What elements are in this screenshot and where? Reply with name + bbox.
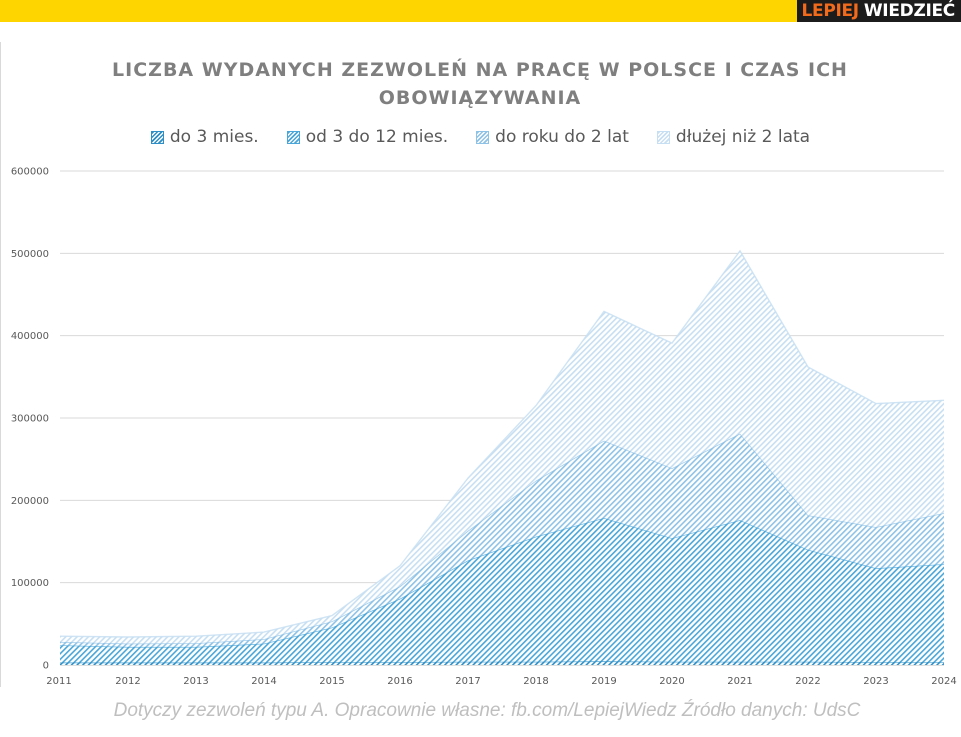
y-tick-label: 100000 (11, 578, 49, 589)
legend-item-2: do roku do 2 lat (476, 127, 629, 147)
legend-swatch-2 (476, 130, 490, 144)
x-tick-label: 2020 (659, 676, 684, 687)
y-tick-label: 0 (43, 661, 49, 672)
area-series-3 (60, 250, 944, 644)
legend-item-1: od 3 do 12 mies. (286, 127, 449, 147)
legend-swatch-3 (656, 130, 670, 144)
legend-label-1: od 3 do 12 mies. (305, 127, 449, 147)
legend-item-3: dłużej niż 2 lata (656, 127, 811, 147)
x-tick-label: 2011 (46, 676, 71, 687)
y-tick-label: 200000 (11, 496, 49, 507)
area-series (59, 249, 945, 665)
x-tick-label: 2014 (251, 676, 276, 687)
y-tick-label: 500000 (11, 249, 49, 260)
axes: 0 100000 200000 300000 400000 500000 600000 201… (11, 167, 957, 688)
legend-swatch-0 (150, 130, 164, 144)
area-series-2 (60, 433, 944, 647)
legend-item-0: do 3 mies. (150, 127, 259, 147)
x-tick-label: 2021 (727, 676, 752, 687)
brand-logo-part2: WIEDZIEĆ (863, 1, 955, 21)
x-tick-label: 2018 (523, 676, 548, 687)
x-tick-label: 2023 (863, 676, 888, 687)
x-tick-label: 2019 (591, 676, 616, 687)
x-tick-label: 2012 (115, 676, 140, 687)
x-tick-label: 2015 (319, 676, 344, 687)
y-tick-label: 600000 (11, 167, 49, 178)
x-tick-label: 2013 (183, 676, 208, 687)
legend-label-2: do roku do 2 lat (495, 127, 629, 147)
x-tick-label: 2017 (455, 676, 480, 687)
chart-legend: do 3 mies. od 3 do 12 mies. do roku do 2… (0, 127, 961, 147)
x-tick-label: 2024 (931, 676, 956, 687)
brand-logo-part1: LEPIEJ (801, 1, 859, 21)
legend-swatch-1 (286, 130, 300, 144)
left-divider (0, 42, 1, 687)
legend-label-3: dłużej niż 2 lata (675, 127, 811, 147)
brand-logo: LEPIEJ WIEDZIEĆ (797, 0, 961, 22)
source-footnote: Dotyczy zezwoleń typu A. Opracownie włas… (113, 700, 861, 721)
chart-title: LICZBA WYDANYCH ZEZWOLEŃ NA PRACĘ W POLS… (112, 59, 848, 109)
top-accent-bar (0, 0, 961, 22)
y-tick-label: 400000 (11, 331, 49, 342)
area-series-edge-3 (59, 249, 945, 638)
area-series-1 (60, 518, 944, 663)
legend-label-0: do 3 mies. (169, 127, 259, 147)
x-tick-label: 2022 (795, 676, 820, 687)
y-tick-label: 300000 (11, 414, 49, 425)
x-tick-label: 2016 (387, 676, 412, 687)
